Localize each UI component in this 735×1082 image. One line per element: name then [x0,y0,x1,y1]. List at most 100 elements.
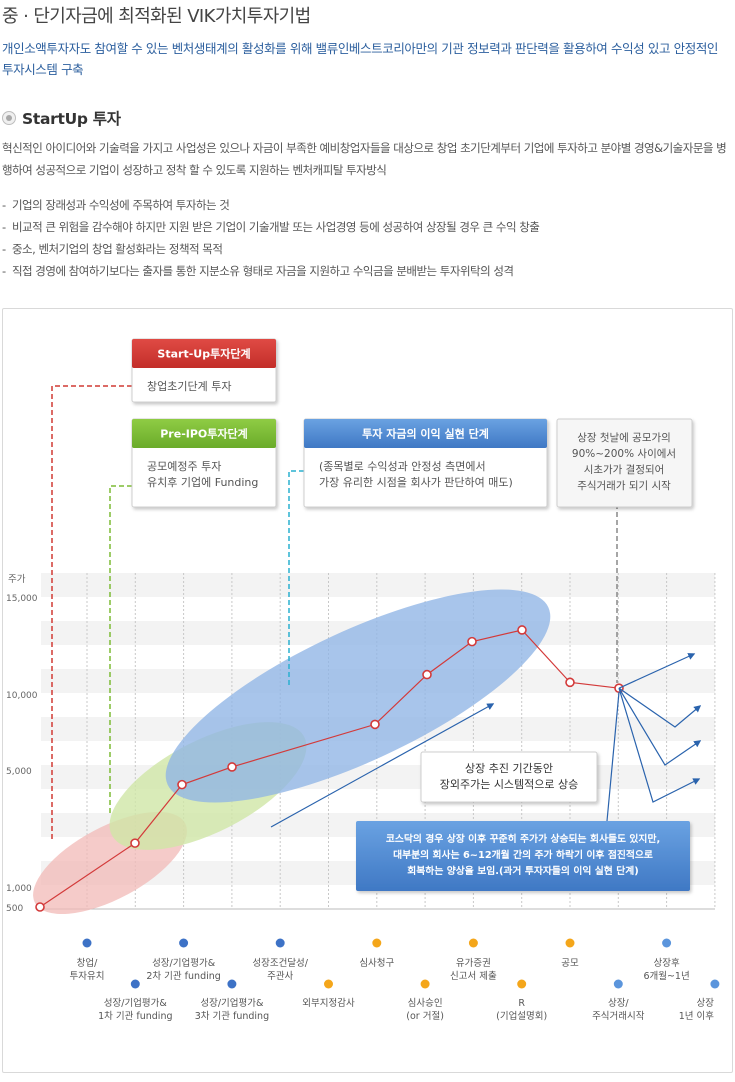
stage-dot [324,979,333,989]
stage-label: 심사승인 [408,998,443,1009]
stage-marker: 심사승인(or 거절) [406,979,444,1022]
stage-label: R [518,998,525,1009]
realization-connector [288,470,304,687]
stage-marker: 공모 [561,938,579,969]
investment-stage-diagram: 주가 500 1,000 5,000 10,000 15,000 Start-Up투자단계 창… [2,308,733,1073]
kosdaq-callout-line: 회복하는 양상을 보임.(과거 투자자들의 이익 실현 단계) [407,864,638,877]
section-heading: StartUp 투자 [2,106,121,130]
stage-marker: 외부지정감사 [302,979,355,1009]
stage-marker: 성장/기업평가&3차 기관 funding [195,979,269,1022]
circle-bullet-icon [2,111,16,125]
kosdaq-pointer-line [606,692,620,822]
stage-marker: 성장/기업평가&2차 기관 funding [146,938,221,982]
rise-callout-line: 상장 추진 기간동안 [465,762,553,775]
stage-label: 신고서 제출 [450,971,497,982]
stage-dot [468,938,478,948]
price-point [130,838,140,848]
post-listing-arrow [618,687,702,766]
stage-label: (기업설명회) [496,1010,547,1022]
y-tick-label: 500 [6,904,23,914]
feature-list: 기업의 장래성과 수익성에 주목하여 투자하는 것 비교적 큰 위험을 감수해야… [2,194,540,282]
stage-label: 유가증권 [456,957,491,969]
post-listing-arrow [618,688,701,803]
price-point [177,779,187,790]
stage-dot [179,938,189,948]
stage-label: 6개월~1년 [643,970,689,982]
realization-phase-ellipse [165,589,551,803]
stage-dot [227,979,237,989]
y-axis-label: 주가 [8,574,26,585]
startup-box-title: Start-Up투자단계 [157,347,250,361]
listing-info-frame [556,418,693,508]
stage-marker: 상장/주식거래시작 [592,979,645,1022]
stage-label: 심사청구 [359,958,394,969]
preipo-connector [109,485,132,814]
post-listing-arrow [618,687,702,728]
kosdaq-callout-line: 코스닥의 경우 상장 이후 꾸준히 주가가 상승되는 회사들도 있지만, [386,832,660,845]
stage-dot [662,938,672,948]
kosdaq-callout: 코스닥의 경우 상장 이후 꾸준히 주가가 상승되는 회사들도 있지만, 대부분의… [356,821,690,891]
stage-dot [565,938,575,948]
stage-marker: R(기업설명회) [496,979,547,1022]
feature-item: 비교적 큰 위험을 감수해야 하지만 지원 받은 기업이 기술개발 또는 사업경… [2,216,540,238]
listing-info-line: 상장 첫날에 공모가의 [577,432,671,444]
post-listing-arrow [618,653,696,689]
stage-dot [275,938,285,948]
stage-label: (or 거절) [406,1010,444,1022]
stage-label: 상장 [697,998,715,1009]
y-tick-label: 5,000 [6,767,32,777]
price-point [370,719,380,730]
startup-box-header [132,339,276,368]
listing-info-line: 90%~200% 사이에서 [572,448,676,460]
stage-label: 성장/기업평가& [104,997,168,1009]
y-tick-label: 1,000 [6,884,32,894]
preipo-box-line: 공모예정주 투자 [147,460,221,473]
stage-label: 투자유치 [70,970,105,982]
stage-marker: 창업/투자유치 [70,938,105,982]
realization-box-title: 투자 자금의 이익 실현 단계 [362,427,489,441]
stage-label: 상장/ [608,998,629,1009]
price-line [39,629,620,908]
realization-box-header [304,419,547,448]
rise-callout-line: 장외주가는 시스템적으로 상승 [440,778,579,791]
y-tick-label: 15,000 [6,594,38,604]
stage-dot [613,979,623,989]
realization-box-line: 가장 유리한 시점을 회사가 판단하여 매도) [319,475,513,489]
price-point [565,677,575,688]
diagram-canvas: 주가 500 1,000 5,000 10,000 15,000 Start-Up투자단계창… [6,338,720,1022]
listing-info-line: 주식거래가 되기 시작 [577,480,671,492]
stage-dot [420,979,430,989]
stage-label: 성장/기업평가& [200,997,264,1009]
stage-label: 2차 기관 funding [146,970,220,982]
stage-dot [372,938,382,948]
stage-dot [130,979,140,989]
feature-item: 직접 경영에 참여하기보다는 출자를 통한 지분소유 형태로 자금을 지원하고 … [2,260,539,282]
realization-box-line: (종목별로 수익성과 안정성 측면에서 [319,460,486,473]
preipo-box-header [132,419,276,448]
price-point [467,636,477,647]
stage-marker: 성장조건달성/주관사 [252,938,309,982]
stage-label: 상장후 [653,958,679,969]
stage-label: 주식거래시작 [592,1011,645,1022]
price-point [227,762,237,772]
stage-label: 공모 [561,958,579,969]
grid-band [41,573,715,597]
startup-connector [51,385,132,839]
stage-label: 1년 이후 [679,1011,715,1022]
feature-item: 기업의 장래성과 수익성에 주목하여 투자하는 것 [2,194,539,216]
price-point [35,902,45,912]
page-title: 중 · 단기자금에 최적화된 VIK가치투자기법 [2,6,311,27]
stage-label: 주관사 [267,971,293,982]
rise-arrow [270,703,495,828]
rise-callout-frame [420,751,598,803]
kosdaq-callout-frame [356,821,690,891]
stage-dot [710,979,720,989]
stage-dot [517,979,527,989]
